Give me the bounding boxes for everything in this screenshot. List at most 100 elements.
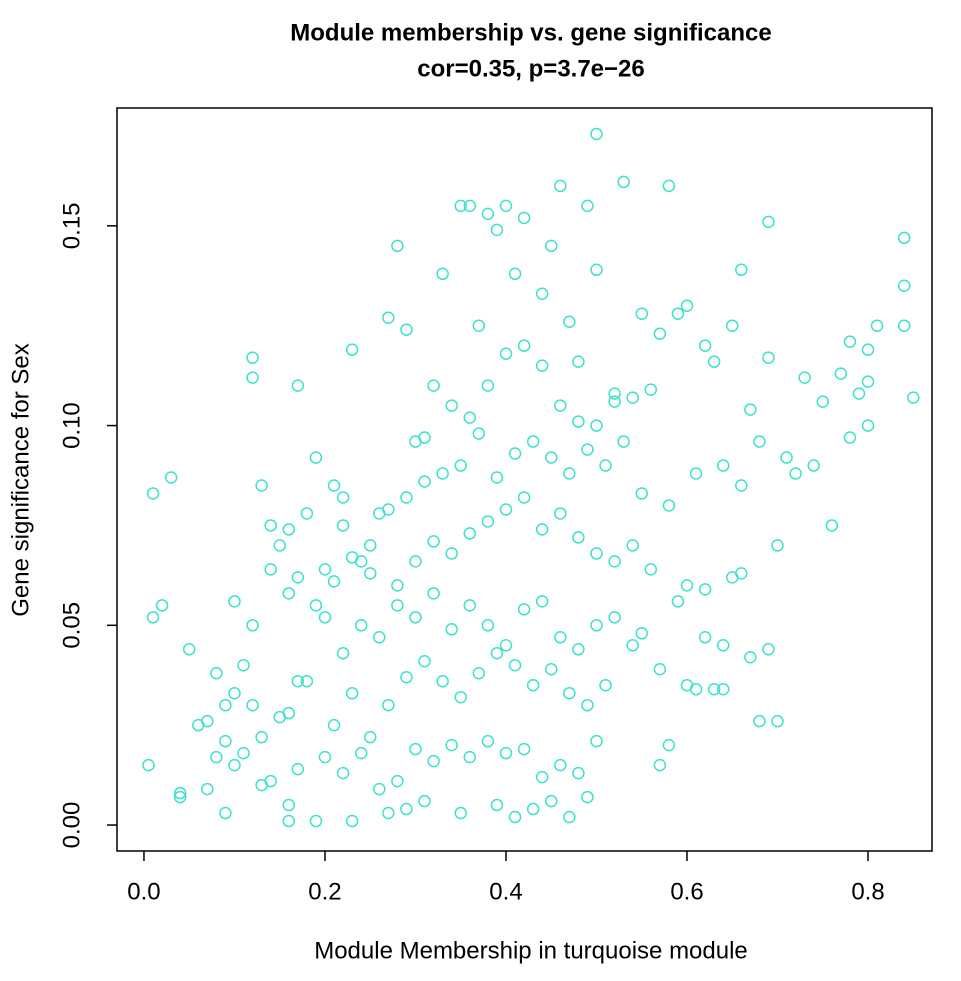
- point: [861, 419, 875, 432]
- point: [581, 443, 594, 456]
- point: [735, 263, 748, 277]
- point: [418, 475, 431, 488]
- point: [707, 355, 721, 368]
- point: [554, 758, 567, 772]
- point: [463, 527, 477, 540]
- point: [852, 387, 866, 400]
- point: [400, 323, 413, 336]
- point: [599, 459, 612, 472]
- point: [300, 674, 314, 688]
- point: [282, 798, 296, 812]
- point: [653, 758, 667, 772]
- point: [816, 395, 830, 408]
- point: [282, 814, 296, 828]
- point: [264, 563, 277, 576]
- point: [255, 730, 268, 744]
- point: [590, 734, 603, 748]
- point: [409, 742, 422, 756]
- point: [535, 359, 549, 372]
- point: [327, 575, 341, 588]
- point: [454, 459, 467, 472]
- point: [563, 315, 576, 328]
- point: [219, 734, 232, 748]
- point: [173, 790, 187, 804]
- point: [472, 427, 486, 440]
- point: [291, 762, 305, 776]
- point: [237, 659, 250, 672]
- point: [590, 127, 603, 141]
- point: [662, 738, 676, 752]
- point: [436, 467, 449, 480]
- point: [807, 459, 820, 472]
- point: [499, 639, 513, 652]
- point: [843, 431, 857, 444]
- point: [590, 619, 603, 632]
- point: [572, 766, 585, 780]
- x-tick-label: 0.6: [670, 878, 703, 905]
- point: [400, 491, 413, 504]
- point: [327, 718, 341, 732]
- point: [508, 447, 522, 460]
- point: [608, 395, 621, 408]
- point: [490, 471, 504, 484]
- point: [472, 666, 486, 680]
- point: [228, 758, 241, 772]
- point: [563, 686, 576, 700]
- point: [354, 619, 368, 632]
- point: [671, 595, 685, 608]
- point: [481, 379, 495, 392]
- point: [391, 774, 404, 788]
- point: [617, 435, 630, 448]
- point: [590, 419, 603, 432]
- point: [445, 399, 458, 412]
- point: [345, 686, 359, 700]
- point: [834, 367, 848, 380]
- point: [373, 631, 386, 644]
- point: [635, 307, 648, 320]
- x-tick-label: 0.2: [308, 878, 341, 905]
- point: [517, 491, 531, 504]
- point: [255, 479, 268, 492]
- point: [644, 563, 658, 576]
- point: [907, 391, 920, 404]
- point: [762, 351, 775, 364]
- point: [861, 343, 875, 356]
- point: [282, 706, 296, 720]
- point: [146, 611, 160, 624]
- point: [861, 375, 875, 388]
- point: [472, 319, 486, 332]
- point: [445, 623, 458, 636]
- y-tick-label: 0.00: [58, 802, 85, 849]
- point: [309, 599, 323, 612]
- point: [463, 411, 477, 424]
- point: [427, 379, 440, 392]
- point: [572, 415, 585, 428]
- point: [237, 746, 250, 760]
- point: [246, 371, 259, 384]
- point: [563, 467, 576, 480]
- point: [345, 814, 359, 828]
- point: [581, 790, 594, 804]
- point: [753, 714, 766, 728]
- point: [481, 207, 495, 221]
- point: [363, 730, 377, 744]
- point: [526, 435, 540, 448]
- point: [572, 531, 585, 544]
- point: [671, 307, 685, 320]
- point: [590, 547, 603, 560]
- point: [481, 734, 495, 748]
- point: [535, 595, 549, 608]
- y-tick-label: 0.15: [58, 202, 85, 249]
- point: [499, 503, 513, 516]
- point: [173, 786, 187, 800]
- point: [300, 507, 314, 520]
- point: [771, 714, 784, 728]
- point: [427, 535, 440, 548]
- point: [463, 599, 477, 612]
- point: [707, 682, 721, 696]
- point: [327, 479, 341, 492]
- point: [762, 643, 775, 656]
- point: [182, 643, 196, 656]
- point: [716, 459, 730, 472]
